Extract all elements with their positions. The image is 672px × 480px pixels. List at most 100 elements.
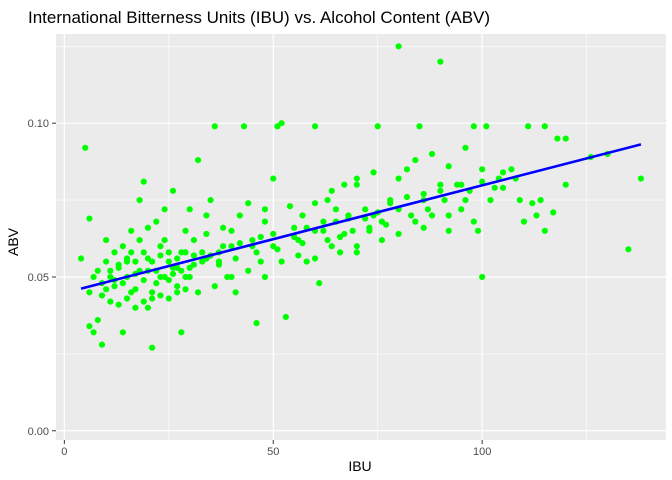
- data-point: [136, 236, 143, 244]
- data-point: [533, 212, 540, 219]
- y-tick-label: 0.05: [28, 272, 49, 284]
- grid-minor-lines: [56, 34, 666, 440]
- data-point: [220, 224, 227, 231]
- data-point: [286, 203, 294, 210]
- data-point: [90, 329, 97, 336]
- x-tick-label: 50: [267, 446, 279, 458]
- data-point: [161, 236, 168, 244]
- data-point: [332, 206, 340, 213]
- data-point: [474, 227, 482, 234]
- data-point: [282, 313, 289, 321]
- data-point: [148, 258, 156, 265]
- data-point: [228, 243, 235, 250]
- data-point: [165, 258, 172, 265]
- data-point: [236, 212, 243, 219]
- chart-title: International Bitterness Units (IBU) vs.…: [28, 8, 490, 27]
- data-point: [499, 169, 507, 176]
- data-point: [140, 249, 147, 256]
- x-axis-title: IBU: [348, 458, 371, 474]
- data-point: [94, 316, 101, 324]
- data-point: [424, 206, 431, 213]
- data-point: [119, 280, 126, 287]
- data-point: [132, 258, 139, 265]
- data-point: [362, 206, 369, 213]
- data-point: [77, 255, 85, 262]
- data-point: [428, 150, 436, 158]
- data-point: [94, 267, 101, 274]
- data-point: [311, 255, 319, 262]
- data-point: [153, 218, 160, 225]
- data-point: [403, 166, 411, 173]
- data-point: [165, 276, 172, 284]
- data-point: [554, 135, 561, 142]
- data-point: [169, 270, 177, 278]
- data-point: [249, 236, 256, 244]
- data-point: [140, 178, 147, 185]
- data-point: [499, 184, 507, 191]
- trend-line: [80, 143, 642, 290]
- data-point: [115, 301, 122, 308]
- data-point: [479, 273, 486, 281]
- data-point: [291, 224, 298, 231]
- data-point: [128, 249, 135, 256]
- data-point: [107, 298, 114, 305]
- x-tick-label: 0: [61, 446, 67, 458]
- data-point: [169, 187, 177, 194]
- data-point: [165, 249, 172, 256]
- data-point: [320, 227, 327, 234]
- data-point: [403, 193, 411, 201]
- data-point: [178, 267, 185, 274]
- data-point: [483, 123, 490, 130]
- data-point: [324, 236, 331, 244]
- data-point: [337, 249, 344, 256]
- data-point: [186, 206, 193, 213]
- data-point: [86, 289, 93, 296]
- data-point: [311, 200, 319, 207]
- x-tick-label: 100: [473, 446, 491, 458]
- data-point: [261, 218, 269, 225]
- data-point: [98, 341, 106, 348]
- data-point: [190, 252, 197, 259]
- data-point: [420, 190, 427, 198]
- data-point: [140, 298, 147, 305]
- data-point: [487, 196, 494, 204]
- data-point: [86, 323, 93, 330]
- data-point: [458, 206, 465, 213]
- data-point: [211, 123, 218, 130]
- data-point: [562, 181, 569, 188]
- data-point: [274, 246, 281, 253]
- data-point: [215, 261, 223, 268]
- data-point: [190, 261, 197, 268]
- data-point: [550, 209, 557, 216]
- data-point: [103, 286, 110, 293]
- data-point: [203, 230, 210, 238]
- data-point: [445, 163, 452, 170]
- data-point: [299, 240, 306, 247]
- y-axis-title: ABV: [5, 227, 21, 256]
- data-point: [98, 292, 106, 299]
- data-point: [387, 200, 394, 207]
- data-point: [437, 58, 444, 65]
- data-point: [165, 295, 172, 302]
- data-point: [324, 196, 331, 204]
- data-point: [182, 286, 189, 293]
- data-point: [182, 249, 189, 256]
- data-point: [441, 196, 448, 204]
- data-point: [190, 236, 197, 244]
- data-point: [395, 175, 402, 182]
- data-point: [328, 243, 335, 250]
- data-point: [374, 123, 381, 130]
- data-point: [140, 276, 147, 284]
- data-point: [353, 243, 360, 250]
- data-point: [462, 196, 469, 204]
- data-point: [366, 224, 373, 231]
- data-point: [462, 144, 469, 151]
- y-axis-ticks: 0.00 0.05 0.10: [28, 118, 56, 438]
- data-point: [541, 227, 548, 234]
- data-point: [428, 212, 436, 219]
- data-point: [245, 267, 252, 274]
- data-point: [378, 236, 385, 244]
- data-point: [437, 187, 444, 194]
- data-point: [132, 286, 139, 293]
- data-point: [470, 218, 477, 225]
